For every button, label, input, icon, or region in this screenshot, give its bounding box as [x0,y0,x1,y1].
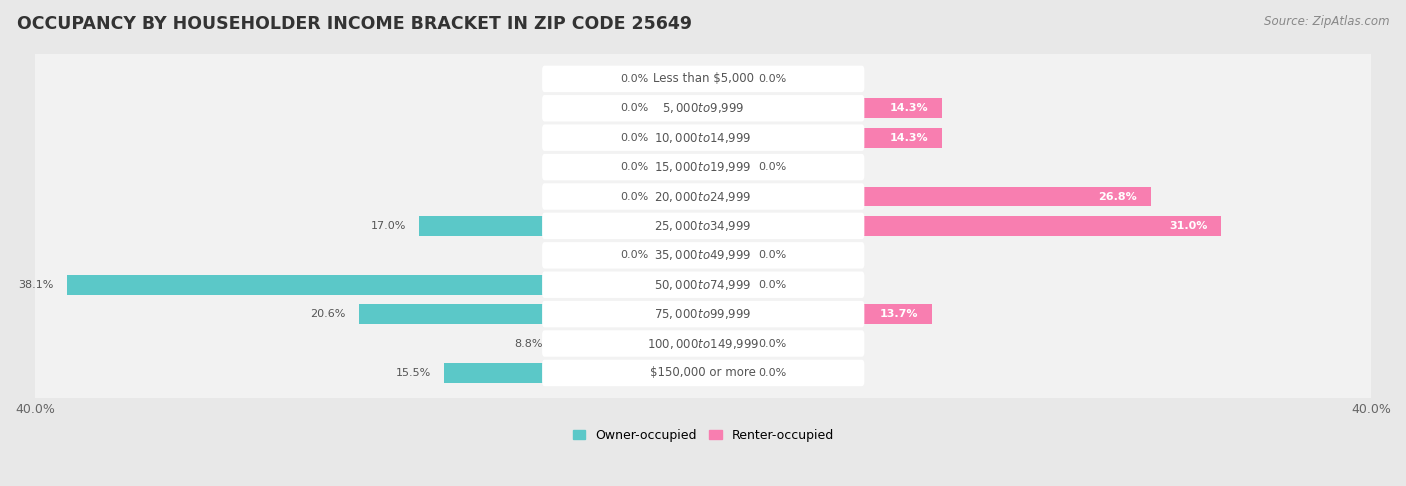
FancyBboxPatch shape [543,213,865,239]
Text: 38.1%: 38.1% [18,280,53,290]
FancyBboxPatch shape [543,66,865,92]
Text: $15,000 to $19,999: $15,000 to $19,999 [655,160,752,174]
FancyBboxPatch shape [27,167,1379,226]
Bar [703,245,745,265]
Bar [557,333,703,353]
Bar [661,157,703,177]
Bar [703,98,942,118]
Text: 0.0%: 0.0% [758,368,786,378]
Bar [703,304,932,324]
Text: 0.0%: 0.0% [620,104,648,113]
Text: 0.0%: 0.0% [620,250,648,260]
Text: Source: ZipAtlas.com: Source: ZipAtlas.com [1264,15,1389,28]
Bar [360,304,703,324]
FancyBboxPatch shape [27,108,1379,167]
Bar [419,216,703,236]
Text: OCCUPANCY BY HOUSEHOLDER INCOME BRACKET IN ZIP CODE 25649: OCCUPANCY BY HOUSEHOLDER INCOME BRACKET … [17,15,692,33]
Text: 0.0%: 0.0% [620,191,648,202]
Text: 0.0%: 0.0% [620,74,648,84]
FancyBboxPatch shape [27,344,1379,402]
Text: 0.0%: 0.0% [620,162,648,172]
Text: 0.0%: 0.0% [758,74,786,84]
Text: 0.0%: 0.0% [620,133,648,143]
Bar [661,128,703,148]
Bar [444,363,703,383]
FancyBboxPatch shape [543,360,865,386]
Text: 15.5%: 15.5% [396,368,432,378]
Bar [661,69,703,89]
FancyBboxPatch shape [27,50,1379,108]
Text: 14.3%: 14.3% [890,133,928,143]
Text: 0.0%: 0.0% [758,162,786,172]
FancyBboxPatch shape [543,330,865,357]
FancyBboxPatch shape [543,95,865,122]
Text: $10,000 to $14,999: $10,000 to $14,999 [655,131,752,145]
FancyBboxPatch shape [27,226,1379,285]
FancyBboxPatch shape [543,272,865,298]
FancyBboxPatch shape [27,196,1379,255]
FancyBboxPatch shape [27,79,1379,138]
Bar [703,128,942,148]
Text: 20.6%: 20.6% [311,309,346,319]
Bar [67,275,703,295]
Text: $50,000 to $74,999: $50,000 to $74,999 [655,278,752,292]
Bar [661,245,703,265]
Text: $20,000 to $24,999: $20,000 to $24,999 [655,190,752,204]
Bar [703,363,745,383]
Text: $35,000 to $49,999: $35,000 to $49,999 [655,248,752,262]
Text: 0.0%: 0.0% [758,250,786,260]
Text: 8.8%: 8.8% [515,339,543,348]
Text: $75,000 to $99,999: $75,000 to $99,999 [655,307,752,321]
FancyBboxPatch shape [543,154,865,180]
Text: 14.3%: 14.3% [890,104,928,113]
Text: $25,000 to $34,999: $25,000 to $34,999 [655,219,752,233]
FancyBboxPatch shape [27,255,1379,314]
Bar [703,275,745,295]
Text: 0.0%: 0.0% [758,339,786,348]
Text: $150,000 or more: $150,000 or more [651,366,756,380]
Text: 13.7%: 13.7% [880,309,918,319]
Text: Less than $5,000: Less than $5,000 [652,72,754,86]
FancyBboxPatch shape [543,124,865,151]
FancyBboxPatch shape [543,242,865,269]
Bar [703,216,1220,236]
Text: 17.0%: 17.0% [371,221,406,231]
Bar [703,333,745,353]
Text: 0.0%: 0.0% [758,280,786,290]
Text: 31.0%: 31.0% [1168,221,1208,231]
Text: 26.8%: 26.8% [1098,191,1137,202]
Text: $5,000 to $9,999: $5,000 to $9,999 [662,101,745,115]
Bar [703,69,745,89]
FancyBboxPatch shape [543,183,865,210]
FancyBboxPatch shape [27,138,1379,196]
Bar [661,98,703,118]
Legend: Owner-occupied, Renter-occupied: Owner-occupied, Renter-occupied [568,424,839,447]
FancyBboxPatch shape [543,301,865,328]
Text: $100,000 to $149,999: $100,000 to $149,999 [647,336,759,350]
FancyBboxPatch shape [27,285,1379,344]
FancyBboxPatch shape [27,314,1379,373]
Bar [703,157,745,177]
Bar [703,187,1150,207]
Bar [661,187,703,207]
